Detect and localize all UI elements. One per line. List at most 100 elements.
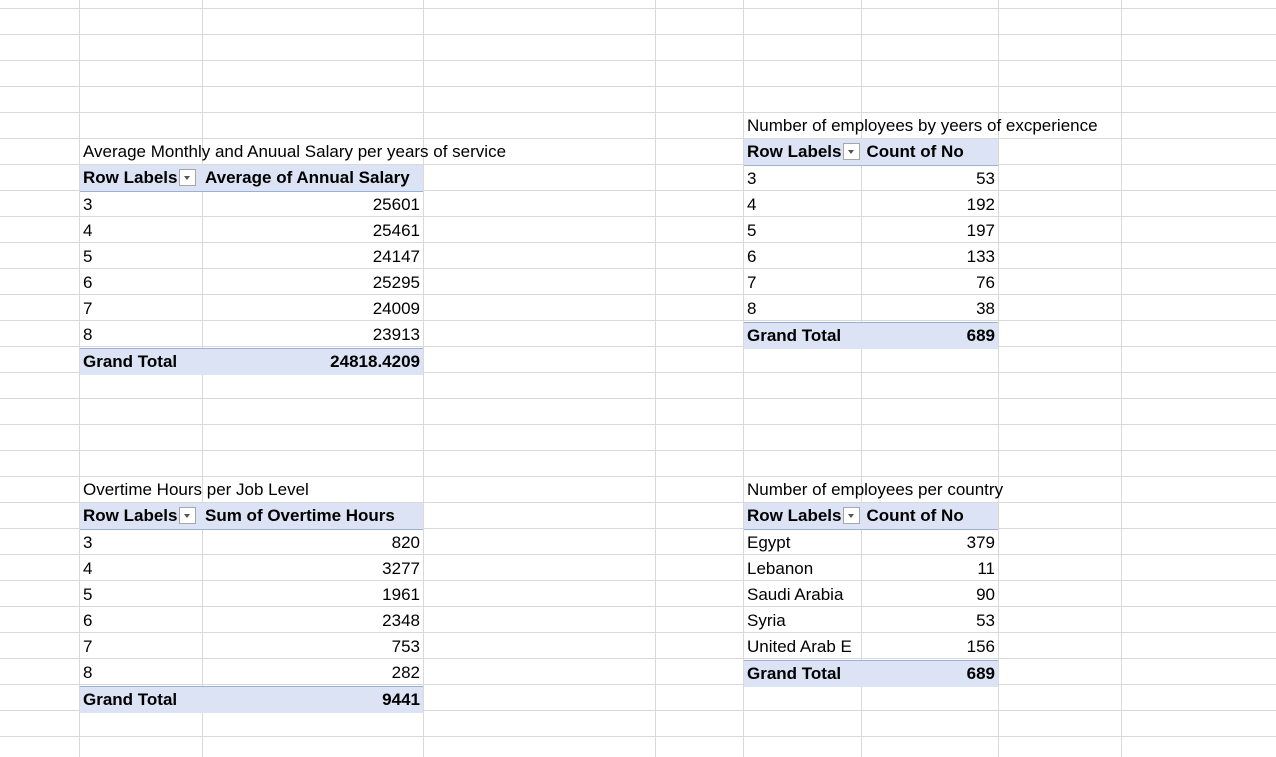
row-label-cell[interactable]: 8 bbox=[83, 325, 93, 344]
table-row: 3 53 bbox=[744, 166, 998, 193]
table-row: 7 76 bbox=[744, 270, 998, 296]
row-label-cell[interactable]: 4 bbox=[83, 559, 93, 578]
row-label-cell[interactable]: 8 bbox=[747, 299, 757, 318]
table-row: Egypt 379 bbox=[744, 530, 998, 557]
row-labels-header[interactable]: Row Labels bbox=[80, 165, 202, 192]
column-gridline bbox=[79, 0, 80, 757]
value-cell[interactable]: 11 bbox=[977, 559, 995, 578]
row-label-cell[interactable]: 5 bbox=[747, 221, 757, 240]
row-gridline bbox=[0, 580, 1276, 581]
grand-total-value[interactable]: 689 bbox=[863, 322, 998, 349]
row-label-cell[interactable]: 8 bbox=[83, 663, 93, 682]
pivot-header-row: Row Labels Count of No bbox=[744, 503, 998, 530]
row-gridline bbox=[0, 34, 1276, 35]
value-cell[interactable]: 24147 bbox=[372, 247, 420, 266]
row-label-cell[interactable]: 4 bbox=[747, 195, 757, 214]
row-label-cell[interactable]: 5 bbox=[83, 247, 93, 266]
value-cell[interactable]: 90 bbox=[976, 585, 995, 604]
table-row: 6 2348 bbox=[80, 608, 423, 634]
value-cell[interactable]: 25601 bbox=[372, 195, 420, 214]
value-cell[interactable]: 76 bbox=[976, 273, 995, 292]
row-label-cell[interactable]: United Arab E bbox=[747, 637, 852, 656]
value-cell[interactable]: 24009 bbox=[372, 299, 420, 318]
row-label-cell[interactable]: Syria bbox=[747, 611, 786, 630]
value-cell[interactable]: 156 bbox=[966, 637, 995, 656]
row-label-cell[interactable]: 6 bbox=[83, 611, 93, 630]
row-labels-header[interactable]: Row Labels bbox=[744, 139, 864, 166]
pivot-header-row: Row Labels Sum of Overtime Hours bbox=[80, 503, 423, 530]
row-label-cell[interactable]: 5 bbox=[83, 585, 93, 604]
row-labels-header[interactable]: Row Labels bbox=[80, 503, 202, 530]
column-gridline bbox=[655, 0, 656, 757]
value-header[interactable]: Count of No bbox=[863, 503, 998, 530]
column-gridline bbox=[202, 0, 203, 757]
row-label-cell[interactable]: Egypt bbox=[747, 533, 791, 552]
row-gridline bbox=[0, 684, 1276, 685]
pivot-title[interactable]: Number of employees per country bbox=[747, 480, 1004, 499]
table-row: 5 197 bbox=[744, 218, 998, 244]
value-cell[interactable]: 379 bbox=[966, 533, 995, 552]
filter-dropdown-icon[interactable] bbox=[179, 169, 197, 187]
row-gridline bbox=[0, 138, 1276, 139]
table-row: Syria 53 bbox=[744, 608, 998, 634]
value-cell[interactable]: 753 bbox=[391, 637, 420, 656]
value-header[interactable]: Average of Annual Salary bbox=[202, 165, 423, 192]
row-label-cell[interactable]: 4 bbox=[83, 221, 93, 240]
column-gridline bbox=[1121, 0, 1122, 757]
value-header[interactable]: Count of No bbox=[863, 139, 998, 166]
table-row: 4 25461 bbox=[80, 218, 423, 244]
table-row: 3 25601 bbox=[80, 192, 423, 219]
value-header[interactable]: Sum of Overtime Hours bbox=[202, 503, 423, 530]
value-cell[interactable]: 282 bbox=[391, 663, 420, 682]
value-cell[interactable]: 38 bbox=[976, 299, 995, 318]
value-cell[interactable]: 1961 bbox=[382, 585, 420, 604]
grand-total-label[interactable]: Grand Total bbox=[744, 660, 864, 687]
value-cell[interactable]: 820 bbox=[391, 533, 420, 552]
value-cell[interactable]: 3277 bbox=[382, 559, 420, 578]
row-gridline bbox=[0, 736, 1276, 737]
grand-total-label[interactable]: Grand Total bbox=[744, 322, 864, 349]
row-label-cell[interactable]: Saudi Arabia bbox=[747, 585, 844, 604]
pivot-table: Row Labels Count of No Egypt 379 Lebanon 1… bbox=[744, 503, 998, 687]
row-label-cell[interactable]: Lebanon bbox=[747, 559, 814, 578]
row-label-cell[interactable]: 6 bbox=[83, 273, 93, 292]
filter-dropdown-icon[interactable] bbox=[843, 143, 861, 161]
table-row: 4 3277 bbox=[80, 556, 423, 582]
row-label-cell[interactable]: 3 bbox=[83, 195, 93, 214]
value-cell[interactable]: 53 bbox=[976, 611, 995, 630]
row-labels-text: Row Labels bbox=[83, 168, 178, 187]
table-row: United Arab E 156 bbox=[744, 634, 998, 661]
table-row: 7 753 bbox=[80, 634, 423, 660]
value-cell[interactable]: 25461 bbox=[372, 221, 420, 240]
filter-dropdown-icon[interactable] bbox=[843, 507, 861, 525]
row-labels-header[interactable]: Row Labels bbox=[744, 503, 864, 530]
row-label-cell[interactable]: 6 bbox=[747, 247, 757, 266]
row-gridline bbox=[0, 346, 1276, 347]
pivot-title[interactable]: Overtime Hours per Job Level bbox=[83, 480, 309, 499]
value-cell[interactable]: 53 bbox=[976, 169, 995, 188]
row-label-cell[interactable]: 7 bbox=[83, 637, 93, 656]
grand-total-label[interactable]: Grand Total bbox=[80, 348, 202, 375]
value-cell[interactable]: 25295 bbox=[372, 273, 420, 292]
filter-dropdown-icon[interactable] bbox=[179, 507, 197, 525]
row-label-cell[interactable]: 7 bbox=[747, 273, 757, 292]
row-label-cell[interactable]: 7 bbox=[83, 299, 93, 318]
grand-total-value[interactable]: 689 bbox=[863, 660, 998, 687]
row-gridline bbox=[0, 450, 1276, 451]
value-cell[interactable]: 2348 bbox=[382, 611, 420, 630]
value-cell[interactable]: 23913 bbox=[372, 325, 420, 344]
pivot-table: Row Labels Count of No 3 53 4 192 5 197 6 13… bbox=[744, 139, 998, 349]
pivot-title[interactable]: Number of employees by yeers of excperie… bbox=[747, 116, 1098, 135]
row-gridline bbox=[0, 190, 1276, 191]
row-label-cell[interactable]: 3 bbox=[747, 169, 757, 188]
grand-total-value[interactable]: 24818.4209 bbox=[202, 348, 423, 375]
grand-total-value[interactable]: 9441 bbox=[202, 686, 423, 713]
value-cell[interactable]: 197 bbox=[966, 221, 995, 240]
row-labels-text: Row Labels bbox=[747, 142, 842, 161]
value-cell[interactable]: 133 bbox=[966, 247, 995, 266]
grand-total-label[interactable]: Grand Total bbox=[80, 686, 202, 713]
pivot-title[interactable]: Average Monthly and Anuual Salary per ye… bbox=[83, 142, 507, 161]
value-cell[interactable]: 192 bbox=[966, 195, 995, 214]
row-label-cell[interactable]: 3 bbox=[83, 533, 93, 552]
row-gridline bbox=[0, 528, 1276, 529]
